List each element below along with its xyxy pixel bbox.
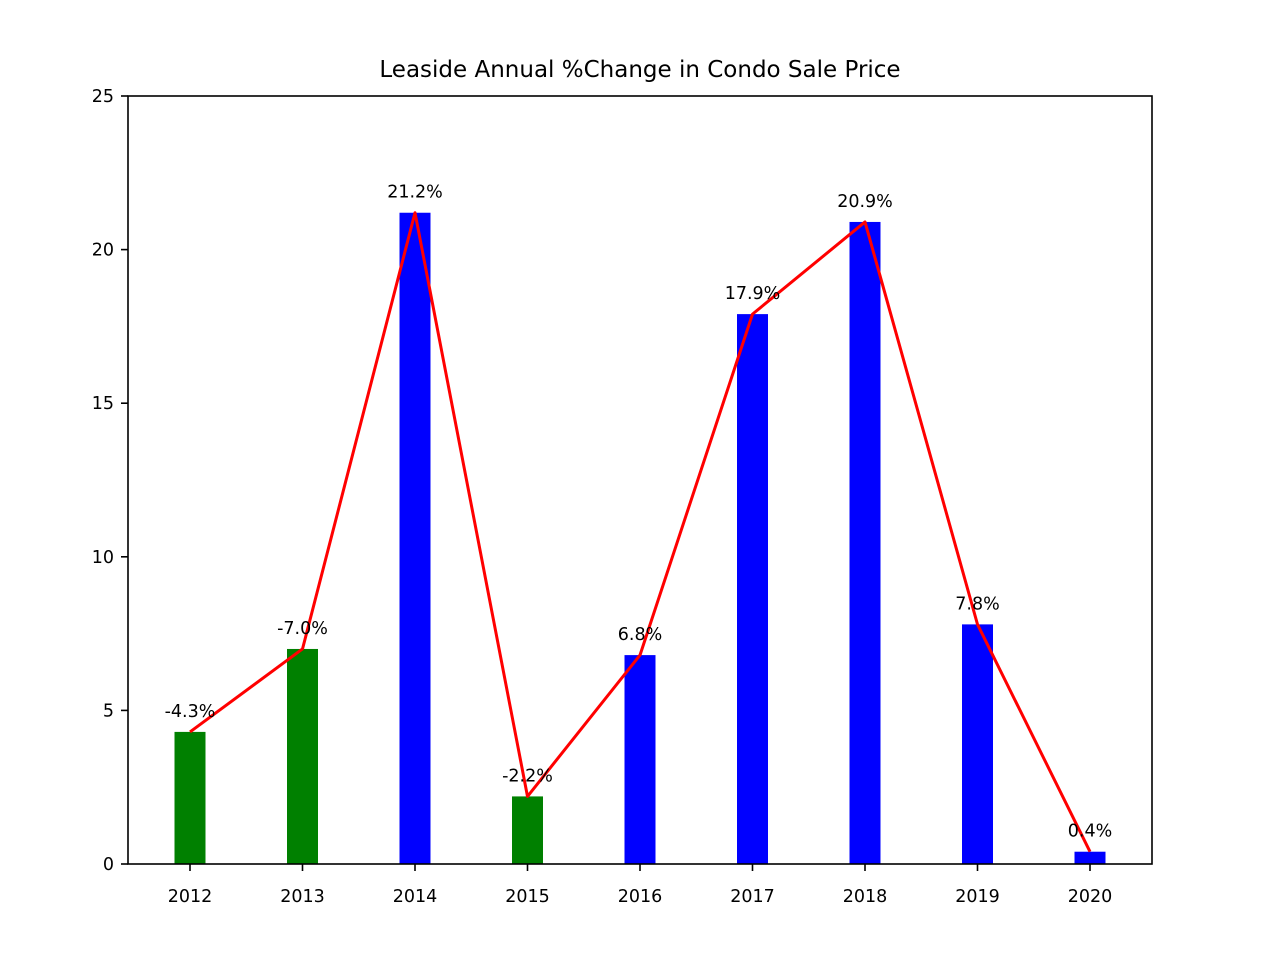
bar-2017 xyxy=(737,314,768,864)
y-tick-label: 10 xyxy=(92,548,114,568)
data-label-2018: 20.9% xyxy=(837,192,893,212)
y-tick-label: 20 xyxy=(92,241,114,261)
bar-2019 xyxy=(962,624,993,864)
trend-line xyxy=(189,211,1092,853)
data-label-2019: 7.8% xyxy=(955,594,999,614)
bar-2013 xyxy=(287,648,318,864)
bar-2014 xyxy=(399,212,431,865)
y-tick-label: 15 xyxy=(92,394,114,414)
data-label-2017: 17.9% xyxy=(725,284,781,304)
bar-2016 xyxy=(624,655,656,864)
data-label-2014: 21.2% xyxy=(387,183,443,203)
x-axis: 2012 2013 2014 2015 2016 2017 2018 2019 2020 xyxy=(168,864,1113,907)
data-label-2012: -4.3% xyxy=(165,702,216,722)
y-tick-label: 0 xyxy=(103,855,114,875)
x-tick-label: 2015 xyxy=(505,887,550,907)
x-tick-label: 2020 xyxy=(1068,887,1113,907)
bar-2015 xyxy=(512,796,543,864)
x-tick-label: 2013 xyxy=(280,887,325,907)
data-label-2013: -7.0% xyxy=(277,619,328,639)
y-tick-label: 5 xyxy=(103,701,114,721)
x-tick-label: 2019 xyxy=(955,887,1000,907)
bar-2012 xyxy=(174,731,206,864)
data-labels-group: -4.3% -7.0% 21.2% -2.2% 6.8% 17.9% 20.9% 7.8% 0.… xyxy=(165,183,1113,842)
bar-2020 xyxy=(1074,851,1106,864)
x-tick-label: 2018 xyxy=(843,887,888,907)
y-tick-label: 25 xyxy=(92,87,114,107)
x-tick-label: 2014 xyxy=(393,887,438,907)
bars-group xyxy=(174,212,1106,865)
x-tick-label: 2012 xyxy=(168,887,213,907)
chart-title: Leaside Annual %Change in Condo Sale Pri… xyxy=(379,57,900,83)
trend-line-group xyxy=(189,211,1092,853)
bar-2018 xyxy=(849,221,881,864)
x-tick-label: 2016 xyxy=(618,887,663,907)
data-label-2020: 0.4% xyxy=(1068,822,1112,842)
y-axis: 0 5 10 15 20 25 xyxy=(92,87,128,875)
data-label-2015: -2.2% xyxy=(502,766,553,786)
data-label-2016: 6.8% xyxy=(618,625,662,645)
x-tick-label: 2017 xyxy=(730,887,775,907)
